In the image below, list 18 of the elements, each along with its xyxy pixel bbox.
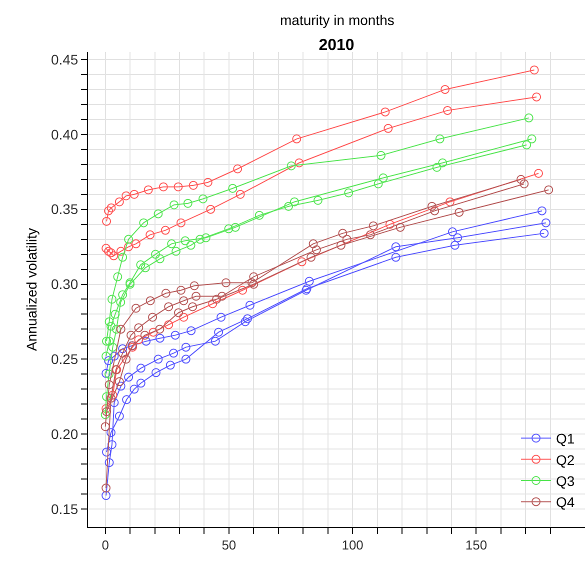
y-tick-label: 0.40 xyxy=(50,126,78,142)
x-tick-label: 150 xyxy=(465,538,488,553)
x-axis-title: maturity in months xyxy=(280,12,394,28)
x-tick-label: 50 xyxy=(222,538,236,553)
legend-label: Q2 xyxy=(556,452,575,468)
x-tick-label: 100 xyxy=(342,538,364,553)
chart-title: 2010 xyxy=(318,37,354,54)
y-tick-label: 0.30 xyxy=(50,276,78,292)
y-tick-label: 0.45 xyxy=(50,51,78,68)
y-tick-label: 0.15 xyxy=(50,500,78,517)
y-tick-label: 0.25 xyxy=(50,351,78,368)
y-tick-label: 0.20 xyxy=(50,426,78,442)
x-tick-label: 0 xyxy=(102,538,109,553)
legend-label: Q1 xyxy=(556,430,575,447)
legend-label: Q4 xyxy=(556,494,575,510)
legend-label: Q3 xyxy=(556,472,575,489)
y-axis-title: Annualized volatility xyxy=(24,228,40,351)
y-tick-label: 0.35 xyxy=(50,201,78,218)
